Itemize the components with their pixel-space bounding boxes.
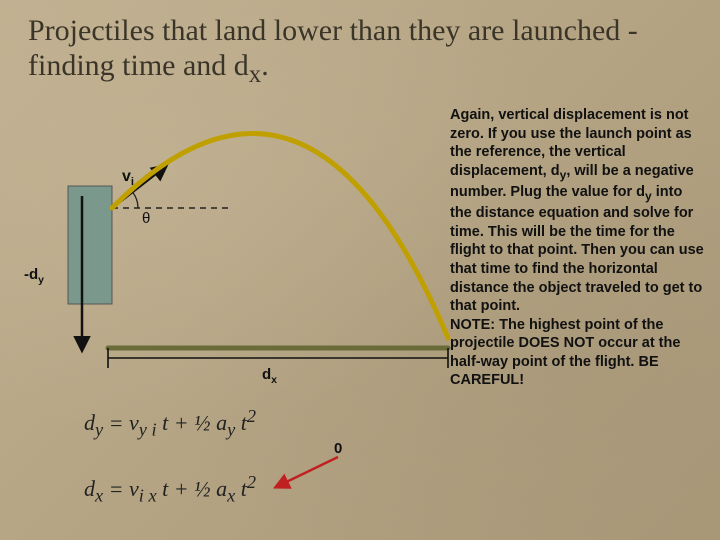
diagram-svg (10, 140, 450, 400)
title-text: Projectiles that land lower than they ar… (28, 14, 638, 82)
equation-dy: dy = vy i t + ½ ay t2 (84, 406, 256, 441)
dx-label: dx (262, 366, 277, 386)
theta-label: θ (142, 210, 150, 227)
zero-annotation: 0 (334, 440, 342, 457)
body-text: Again, vertical displacement is not zero… (450, 106, 708, 390)
equation-dx: dx = vi x t + ½ ax t2 (84, 472, 256, 507)
dy-label: -dy (24, 266, 44, 286)
projectile-diagram: vi θ -dy dx (10, 140, 450, 390)
vi-label: vi (122, 168, 134, 188)
page-title: Projectiles that land lower than they ar… (0, 0, 720, 89)
